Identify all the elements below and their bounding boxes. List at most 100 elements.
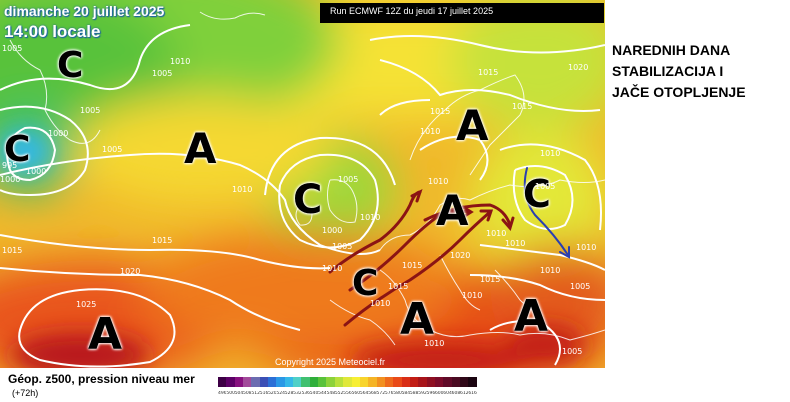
color-scale-value: 592 bbox=[418, 391, 427, 396]
low-pressure-center: C bbox=[4, 129, 31, 170]
color-scale-value: 512 bbox=[251, 391, 260, 396]
color-scale-swatch bbox=[459, 377, 469, 387]
legend-subtitle: (+72h) bbox=[12, 388, 39, 398]
color-scale-value: 548 bbox=[326, 391, 335, 396]
color-scale-swatch bbox=[226, 377, 235, 387]
color-scale-swatch bbox=[468, 377, 477, 387]
color-scale-value: 604 bbox=[443, 391, 452, 396]
high-pressure-center: A bbox=[436, 186, 469, 235]
color-scale-value: 536 bbox=[301, 391, 310, 396]
color-scale-value: 500 bbox=[226, 391, 235, 396]
high-pressure-center: A bbox=[400, 294, 435, 345]
color-scale-swatch bbox=[284, 377, 294, 387]
isobar-label: 1015 bbox=[388, 282, 409, 291]
color-scale-swatch bbox=[443, 377, 452, 387]
isobar-label: 1005 bbox=[535, 182, 556, 191]
color-scale-value: 608 bbox=[451, 391, 460, 396]
color-scale-swatch bbox=[393, 377, 402, 387]
color-scale-value: 588 bbox=[409, 391, 419, 396]
annotation-line: JAČE OTOPLJENJE bbox=[612, 84, 746, 100]
color-scale-value: 600 bbox=[434, 391, 444, 396]
color-scale-value: 516 bbox=[259, 391, 269, 396]
isobar-label: 1005 bbox=[332, 242, 353, 251]
isobar-label: 1005 bbox=[80, 106, 101, 115]
color-scale-swatch bbox=[334, 377, 344, 387]
low-pressure-center: C bbox=[293, 177, 323, 223]
color-scale-swatch bbox=[268, 377, 277, 387]
color-scale-swatch bbox=[301, 377, 310, 387]
color-scale-swatch bbox=[251, 377, 260, 387]
color-scale-value: 596 bbox=[426, 391, 435, 396]
isobar-label: 1020 bbox=[120, 267, 141, 276]
run-label: Run ECMWF 12Z du jeudi 17 juillet 2025 bbox=[330, 6, 494, 16]
isobar-label: 1010 bbox=[420, 127, 441, 136]
color-scale-value: 560 bbox=[351, 391, 360, 396]
color-scale-swatch bbox=[418, 377, 427, 387]
color-scale-swatch bbox=[451, 377, 460, 387]
isobar-label: 1010 bbox=[576, 243, 597, 252]
high-pressure-center: A bbox=[88, 309, 123, 360]
color-scale-swatch bbox=[218, 377, 227, 387]
isobar-label: 1015 bbox=[2, 246, 23, 255]
isobar-label: 1010 bbox=[232, 185, 253, 194]
weather-map: dimanche 20 juillet 2025 14:00 locale Ru… bbox=[0, 0, 605, 368]
isobar-label: 1010 bbox=[322, 264, 343, 273]
isobar-label: 995 bbox=[2, 161, 18, 170]
color-scale-value: 504 bbox=[234, 391, 244, 396]
high-pressure-center: A bbox=[456, 101, 489, 150]
coastlines bbox=[9, 11, 605, 346]
isobar-label: 1010 bbox=[424, 339, 445, 348]
color-scale-value: 524 bbox=[276, 391, 285, 396]
color-scale-swatch bbox=[276, 377, 285, 387]
color-scale-swatch bbox=[343, 377, 352, 387]
color-scale-value: 544 bbox=[318, 391, 327, 396]
isobar-label: 1005 bbox=[338, 175, 359, 184]
color-scale-value: 528 bbox=[284, 391, 294, 396]
color-scale-value: 532 bbox=[293, 391, 302, 396]
color-scale-swatch bbox=[293, 377, 302, 387]
color-scale-value: 564 bbox=[359, 391, 369, 396]
color-scale-swatch bbox=[376, 377, 385, 387]
high-pressure-center: A bbox=[514, 291, 549, 342]
low-pressure-center: C bbox=[57, 45, 84, 86]
isobar-label: 1015 bbox=[478, 68, 499, 77]
isobar-label: 1005 bbox=[102, 145, 123, 154]
isobar-label: 1000 bbox=[26, 167, 47, 176]
isobar-label: 1010 bbox=[360, 213, 381, 222]
isobar-label: 1010 bbox=[486, 229, 507, 238]
isobar-label: 1000 bbox=[48, 129, 69, 138]
low-pressure-center: C bbox=[523, 172, 551, 216]
color-scale-value: 576 bbox=[384, 391, 394, 396]
isobar-label: 1010 bbox=[540, 266, 561, 275]
color-scale-value: 552 bbox=[334, 391, 344, 396]
isobar-label: 1015 bbox=[480, 275, 501, 284]
color-scale-value: 540 bbox=[309, 391, 319, 396]
color-scale-value: 520 bbox=[268, 391, 277, 396]
forecast-date: dimanche 20 juillet 2025 bbox=[4, 3, 165, 19]
color-scale-value: 572 bbox=[376, 391, 385, 396]
isobar-label: 1010 bbox=[370, 299, 391, 308]
isobar-label: 1015 bbox=[512, 102, 533, 111]
color-scale-swatch bbox=[243, 377, 252, 387]
isobar-label: 1000 bbox=[322, 226, 343, 235]
copyright-notice: Copyright 2025 Meteociel.fr bbox=[275, 357, 386, 367]
isobar-label: 1005 bbox=[562, 347, 583, 356]
color-scale-value: 556 bbox=[343, 391, 352, 396]
color-scale-labels: 496 500 504 508 512 516 520 524 528 532 536 540 544 5… bbox=[218, 391, 477, 396]
color-scale-value: 568 bbox=[368, 391, 377, 396]
isobar-label: 1020 bbox=[568, 63, 589, 72]
color-scale-swatch bbox=[318, 377, 327, 387]
warm-advection-arrows bbox=[328, 189, 515, 327]
isobar-label: 1010 bbox=[462, 291, 483, 300]
color-scale-swatch bbox=[368, 377, 377, 387]
isobar-label: 1015 bbox=[430, 107, 451, 116]
isobar-label: 1005 bbox=[152, 69, 173, 78]
isobar-label: 1010 bbox=[428, 177, 449, 186]
isobar-label: 1010 bbox=[540, 149, 561, 158]
isobars bbox=[0, 24, 605, 368]
color-scale-value: 508 bbox=[243, 391, 252, 396]
cool-advection-arrow bbox=[523, 167, 570, 259]
color-scale-value: 616 bbox=[468, 391, 477, 396]
color-scale-swatch bbox=[384, 377, 394, 387]
isobar-label: 1000 bbox=[0, 175, 21, 184]
